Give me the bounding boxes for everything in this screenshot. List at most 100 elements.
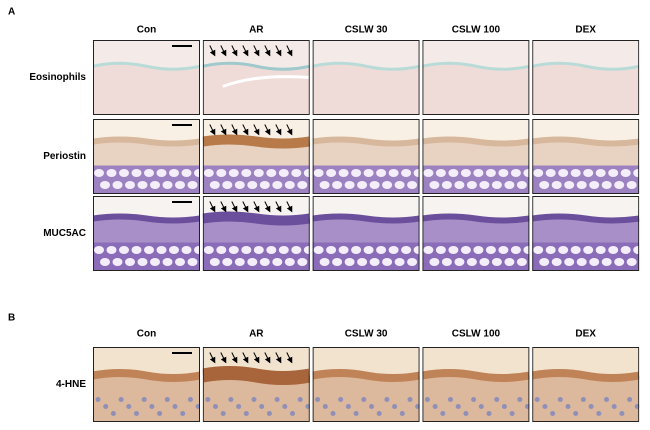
chondrocyte bbox=[466, 181, 477, 189]
nucleus bbox=[290, 411, 295, 416]
nucleus bbox=[494, 397, 500, 402]
column-header: CSLW 30 bbox=[345, 25, 388, 36]
nucleus bbox=[118, 397, 124, 402]
chondrocyte bbox=[423, 246, 434, 254]
micrograph bbox=[202, 40, 310, 115]
chondrocyte bbox=[448, 246, 459, 254]
chondrocyte bbox=[150, 258, 160, 266]
chondrocyte bbox=[137, 181, 148, 189]
micrograph-border bbox=[532, 40, 640, 115]
chondrocyte bbox=[523, 169, 530, 177]
nucleus bbox=[157, 411, 163, 416]
nucleus bbox=[338, 397, 344, 402]
chondrocyte bbox=[194, 246, 200, 254]
micrograph-border bbox=[202, 347, 310, 422]
chondrocyte bbox=[284, 181, 295, 189]
chondrocyte bbox=[253, 169, 264, 177]
micrograph bbox=[532, 40, 640, 115]
epithelium bbox=[202, 366, 310, 385]
epithelium bbox=[422, 61, 530, 71]
chondrocyte bbox=[156, 169, 167, 177]
chondrocyte bbox=[351, 246, 362, 254]
epithelium bbox=[93, 136, 200, 147]
epithelium bbox=[202, 211, 310, 226]
chondrocyte bbox=[131, 169, 142, 177]
nucleus bbox=[440, 411, 446, 416]
arrow bbox=[264, 45, 271, 57]
chondrocyte bbox=[266, 246, 277, 254]
chondrocyte bbox=[576, 181, 587, 189]
chondrocyte bbox=[639, 258, 649, 266]
row-label: Periostin bbox=[43, 151, 86, 162]
chondrocyte bbox=[291, 246, 302, 254]
nucleus bbox=[213, 404, 218, 409]
chondrocyte bbox=[247, 181, 258, 189]
micrograph-border bbox=[422, 40, 530, 115]
arrow bbox=[275, 352, 282, 364]
micrograph bbox=[532, 196, 649, 271]
chondrocyte bbox=[169, 169, 179, 177]
chondrocyte bbox=[510, 169, 521, 177]
micrograph bbox=[312, 196, 420, 271]
nucleus bbox=[220, 411, 226, 416]
row-label: MUC5AC bbox=[43, 228, 86, 239]
panel-label: B bbox=[8, 313, 15, 324]
chondrocyte bbox=[332, 258, 343, 266]
nucleus bbox=[103, 404, 109, 409]
chondrocyte bbox=[297, 181, 308, 189]
chondrocyte bbox=[595, 246, 606, 254]
nucleus bbox=[141, 397, 147, 402]
arrow bbox=[253, 201, 260, 213]
chondrocyte bbox=[144, 246, 154, 254]
chondrocyte bbox=[106, 246, 117, 254]
micrograph bbox=[93, 347, 200, 422]
epithelium bbox=[422, 213, 530, 224]
nucleus bbox=[399, 411, 405, 416]
chondrocyte bbox=[595, 169, 606, 177]
chondrocyte bbox=[498, 169, 509, 177]
chondrocyte bbox=[291, 169, 302, 177]
chondrocyte bbox=[441, 181, 452, 189]
chondrocyte bbox=[338, 169, 349, 177]
chondrocyte bbox=[589, 258, 600, 266]
chondrocyte bbox=[100, 258, 110, 266]
chondrocyte bbox=[516, 181, 527, 189]
tissue bbox=[93, 373, 200, 422]
tissue bbox=[93, 63, 200, 115]
arrow bbox=[242, 124, 249, 136]
chondrocyte bbox=[344, 258, 355, 266]
arrow bbox=[242, 352, 249, 364]
chondrocyte bbox=[222, 181, 233, 189]
column-header: CSLW 100 bbox=[452, 25, 501, 36]
epithelium bbox=[312, 369, 420, 382]
arrow bbox=[286, 352, 293, 364]
epithelium bbox=[93, 61, 200, 71]
nucleus bbox=[486, 411, 492, 416]
chondrocyte bbox=[216, 169, 227, 177]
epithelium bbox=[202, 134, 310, 149]
chondrocyte bbox=[413, 169, 420, 177]
nucleus bbox=[134, 411, 139, 416]
chondrocyte bbox=[454, 258, 465, 266]
chondrocyte bbox=[516, 258, 527, 266]
epithelium bbox=[422, 369, 530, 382]
nucleus bbox=[251, 397, 257, 402]
chondrocyte bbox=[228, 169, 239, 177]
chondrocyte bbox=[454, 181, 465, 189]
arrow bbox=[231, 201, 238, 213]
column-header: AR bbox=[249, 25, 264, 36]
arrow bbox=[286, 201, 293, 213]
arrow bbox=[209, 352, 216, 364]
chondrocyte bbox=[376, 169, 387, 177]
nucleus bbox=[297, 397, 303, 402]
chondrocyte bbox=[332, 181, 343, 189]
chondrocyte bbox=[313, 169, 324, 177]
chondrocyte bbox=[150, 181, 160, 189]
chondrocyte bbox=[175, 258, 185, 266]
nucleus bbox=[95, 397, 101, 402]
micrograph bbox=[312, 40, 420, 115]
chondrocyte bbox=[479, 258, 490, 266]
chondrocyte bbox=[388, 246, 399, 254]
tissue bbox=[202, 63, 310, 115]
micrograph-border bbox=[532, 196, 640, 271]
